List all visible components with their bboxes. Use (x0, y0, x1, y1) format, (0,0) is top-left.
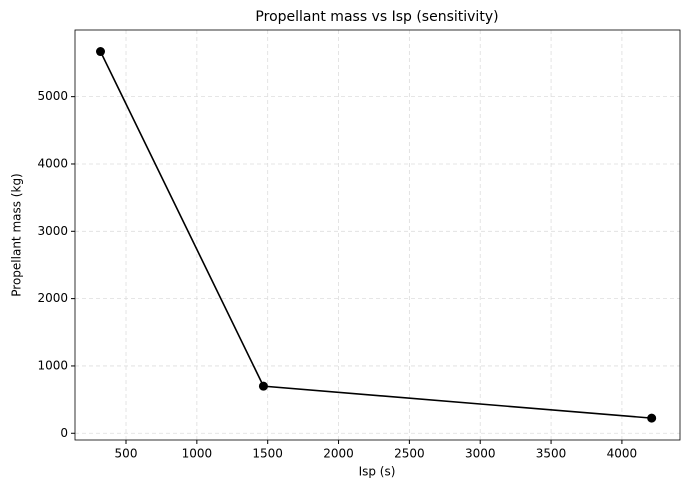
x-tick-label: 4000 (607, 447, 638, 461)
y-tick-label: 0 (60, 426, 68, 440)
y-tick-label: 1000 (37, 358, 68, 372)
x-tick-label: 2000 (323, 447, 354, 461)
y-tick-label: 2000 (37, 291, 68, 305)
y-axis-label: Propellant mass (kg) (10, 173, 24, 296)
x-tick-label: 1500 (252, 447, 283, 461)
x-axis-label: Isp (s) (359, 465, 396, 479)
data-point (96, 47, 106, 57)
data-point (647, 413, 657, 423)
x-tick-label: 3000 (465, 447, 496, 461)
y-tick-label: 5000 (37, 89, 68, 103)
x-tick-label: 2500 (394, 447, 425, 461)
x-tick-label: 3500 (536, 447, 567, 461)
x-tick-label: 500 (115, 447, 138, 461)
plot-frame (74, 29, 681, 441)
x-tick-label: 1000 (182, 447, 213, 461)
y-tick-label: 3000 (37, 224, 68, 238)
data-line (99, 51, 652, 419)
y-tick-label: 4000 (37, 156, 68, 170)
data-point (258, 381, 268, 391)
chart-title: Propellant mass vs Isp (sensitivity) (255, 9, 498, 25)
